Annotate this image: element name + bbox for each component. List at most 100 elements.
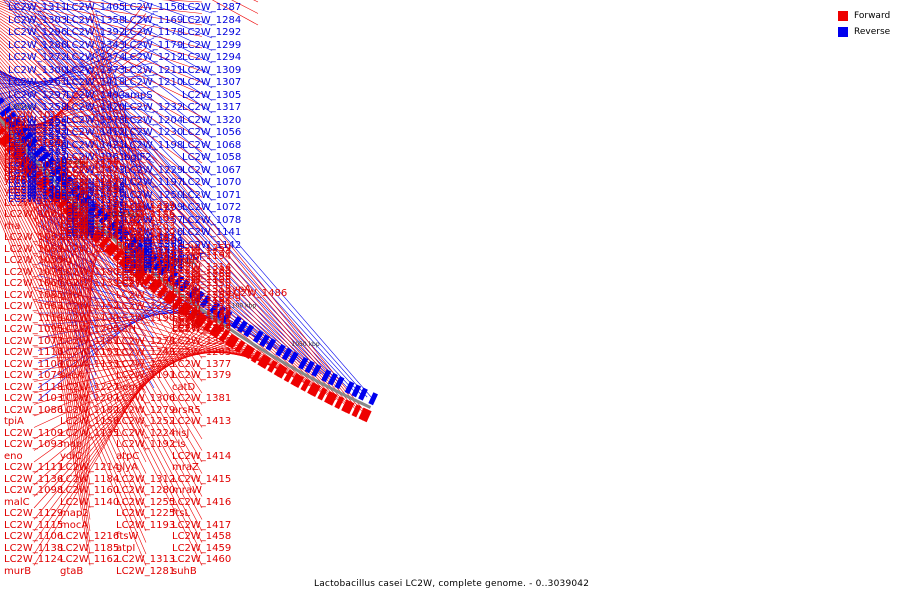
forward-leader-line <box>0 77 203 348</box>
forward-leader-line <box>0 3 203 83</box>
forward-gene-arrow <box>135 268 148 282</box>
forward-gene-label: pqqL <box>4 119 29 131</box>
forward-gene-label: LC2W_1166 <box>116 258 176 270</box>
forward-gene-label: LC2W_1277 <box>116 278 176 289</box>
reverse-gene-label: LC2W_1261 <box>8 77 68 88</box>
forward-gene-arrow <box>358 407 369 421</box>
forward-gene-label: LC2W_1241 <box>172 308 232 320</box>
reverse-gene-label: LC2W_1275 <box>124 257 184 269</box>
forward-gene-arrow <box>334 396 345 410</box>
forward-gene-label: mraZ <box>172 462 199 473</box>
reverse-gene-label: LC2W_1068 <box>182 139 242 151</box>
reverse-leader-line <box>8 0 213 239</box>
forward-gene-label: LC2W_1154 <box>60 232 120 243</box>
reverse-leader-line <box>37 125 315 371</box>
reverse-gene-label: LC2W_1226 <box>124 227 184 238</box>
forward-leader-line <box>89 116 149 280</box>
reverse-leader-line <box>6 0 213 251</box>
forward-gene-label: yvrH <box>4 174 28 186</box>
forward-leader-line <box>15 36 147 151</box>
forward-gene-label: LC2W_1304 <box>116 278 176 290</box>
reverse-leader-line <box>0 76 155 101</box>
forward-gene-label: LC2W_1200 <box>172 311 232 323</box>
forward-gene-label: LC2W_1175 <box>60 198 120 210</box>
scale-tick-label: 1300 kbp <box>8 104 36 111</box>
forward-gene-label: LC2W_1351 <box>172 298 232 310</box>
forward-gene-arrow <box>17 155 31 168</box>
forward-gene-arrow <box>132 266 145 279</box>
forward-leader-line <box>33 337 229 428</box>
forward-gene-label: LC2W_1237 <box>172 292 232 304</box>
reverse-gene-label: LC2W_1212 <box>124 52 184 63</box>
reverse-gene-label: LC2W_1246 <box>124 255 184 267</box>
forward-gene-arrow <box>35 175 49 188</box>
forward-gene-label: LC2W_1244 <box>116 267 176 279</box>
reverse-gene-label: LC2W_1289 <box>124 262 184 274</box>
forward-gene-label: LC2W_1140 <box>60 496 120 508</box>
reverse-gene-label: LC2W_1198 <box>124 139 184 151</box>
scale-tick-label: 1100 kbp <box>228 302 256 309</box>
reverse-gene-arrow <box>0 105 12 118</box>
forward-gene-label: atpC <box>116 450 140 462</box>
reverse-gene-label: rpsT <box>182 252 204 263</box>
forward-gene-label: LC2W_1162 <box>60 554 120 565</box>
reverse-gene-label: LC2W_1172 <box>66 194 126 206</box>
forward-gene-arrow <box>351 404 362 418</box>
forward-gene-label: LC2W_1126 <box>60 243 120 255</box>
forward-gene-label: phoU <box>4 155 31 167</box>
forward-gene-arrow <box>62 202 75 215</box>
reverse-gene-label: LC2W_1308 <box>8 139 68 151</box>
forward-leader-line <box>33 346 243 382</box>
forward-gene-arrow <box>0 123 1 126</box>
forward-gene-arrow <box>344 401 355 415</box>
reverse-gene-arrow <box>259 334 270 348</box>
forward-gene-label: secA <box>60 370 84 381</box>
reverse-gene-arrow <box>158 263 170 276</box>
reverse-gene-label: LC2W_1271 <box>8 135 68 147</box>
reverse-gene-arrow <box>252 330 264 344</box>
map-caption: Lactobacillus casei LC2W, complete genom… <box>314 579 590 589</box>
reverse-swatch <box>838 27 848 37</box>
reverse-gene-label: LC2W_1320 <box>182 114 242 126</box>
forward-leader-line <box>1 0 203 60</box>
forward-gene-label: LC2W_1220 <box>116 252 176 264</box>
reverse-gene-label: LC2W_1297 <box>8 89 68 101</box>
forward-gene-label: LC2W_1138 <box>4 542 64 554</box>
reverse-gene-label: LC2W_1393 <box>8 165 68 177</box>
forward-gene-arrow <box>267 359 278 373</box>
forward-gene-label: LC2W_1377 <box>172 358 232 370</box>
reverse-gene-arrow <box>243 324 255 338</box>
forward-leader-line <box>47 185 91 486</box>
forward-gene-label: LC2W_1112 <box>60 164 120 176</box>
forward-gene-label: LC2W_1242 <box>172 320 232 332</box>
forward-leader-line <box>0 30 203 198</box>
reverse-leader-line <box>37 137 309 368</box>
forward-gene-label: LC2W_1279 <box>116 404 176 416</box>
reverse-gene-label: LC2W_1056 <box>182 127 242 138</box>
forward-gene-arrow <box>0 135 13 148</box>
forward-gene-label: LC2W_1201 <box>60 223 120 235</box>
forward-leader-line <box>29 166 91 555</box>
forward-gene-arrow <box>202 319 214 332</box>
forward-gene-arrow <box>212 325 224 339</box>
reverse-gene-label: LC2W_1156 <box>124 2 184 13</box>
reverse-gene-label: LC2W_1072 <box>182 202 242 213</box>
forward-leader-line <box>21 0 203 37</box>
forward-leader-line <box>0 184 147 486</box>
reverse-gene-label: LC2W_1169 <box>124 14 184 26</box>
reverse-gene-label: LC2W_1155 <box>66 207 126 219</box>
forward-gene-label: gspF <box>60 194 84 206</box>
forward-leader-line <box>80 219 91 359</box>
reverse-gene-label: LC2W_1361 <box>66 152 126 163</box>
forward-gene-arrow <box>283 369 295 383</box>
forward-gene-label: LC2W_1188 <box>116 255 176 267</box>
reverse-gene-label: LC2W_1411 <box>8 150 68 162</box>
forward-gene-label: LC2W_1458 <box>172 531 232 542</box>
reverse-gene-label: LC2W_1408 <box>8 161 68 173</box>
forward-leader-line <box>0 36 203 221</box>
reverse-gene-label: LC2W_1232 <box>124 102 184 113</box>
forward-gene-label: LC2W_1459 <box>172 542 232 554</box>
reverse-gene-label: LC2W_1208 <box>124 236 184 248</box>
forward-gene-arrow <box>250 350 262 364</box>
forward-leader-line <box>0 175 147 463</box>
